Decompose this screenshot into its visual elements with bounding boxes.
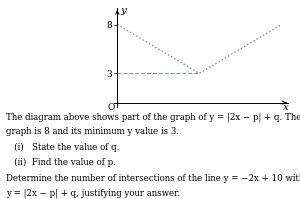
Text: graph is 8 and its minimum y value is 3.: graph is 8 and its minimum y value is 3. <box>6 127 179 136</box>
Text: The diagram above shows part of the graph of y = |2x − p| + q. The y–intercept o: The diagram above shows part of the grap… <box>6 112 300 122</box>
Text: y = |2x − p| + q, justifying your answer.: y = |2x − p| + q, justifying your answer… <box>6 188 180 198</box>
Text: y: y <box>120 6 126 15</box>
Text: Determine the number of intersections of the line y = −2x + 10 with the graph: Determine the number of intersections of… <box>6 174 300 183</box>
Text: O: O <box>108 103 115 112</box>
Text: (ii)  Find the value of p.: (ii) Find the value of p. <box>6 158 116 167</box>
Text: x: x <box>284 103 289 112</box>
Text: (i)   State the value of q.: (i) State the value of q. <box>6 142 119 152</box>
